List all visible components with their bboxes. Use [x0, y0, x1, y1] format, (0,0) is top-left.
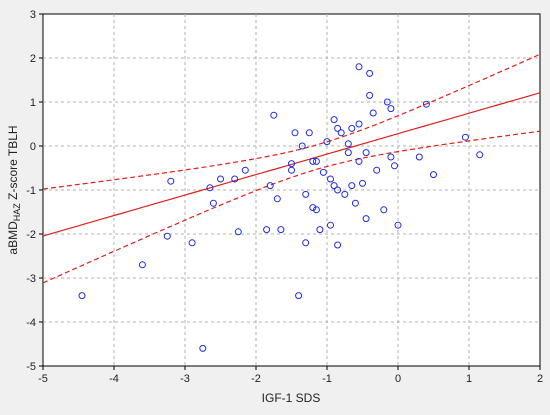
- data-point: [330, 116, 338, 124]
- data-point: [305, 129, 313, 137]
- data-point: [366, 91, 374, 99]
- data-point: [327, 221, 334, 229]
- data-point: [415, 153, 423, 161]
- data-point: [302, 239, 310, 247]
- data-point: [78, 292, 86, 300]
- data-point: [323, 138, 331, 146]
- data-point: [334, 241, 342, 249]
- data-point: [422, 100, 430, 108]
- data-point: [167, 177, 175, 185]
- x-tick-label: -5: [38, 373, 48, 385]
- data-point: [369, 109, 377, 117]
- data-point: [270, 111, 278, 119]
- data-point: [373, 166, 381, 174]
- data-point: [337, 129, 345, 137]
- data-point: [288, 166, 295, 174]
- y-tick-label: 3: [30, 9, 36, 21]
- data-points: [78, 63, 484, 352]
- data-point: [394, 221, 402, 229]
- data-point: [288, 160, 295, 168]
- data-point: [302, 190, 310, 198]
- data-point: [330, 182, 338, 190]
- data-point: [266, 182, 274, 190]
- data-point: [217, 175, 224, 183]
- data-point: [263, 226, 271, 234]
- x-tick-label: -1: [322, 373, 332, 385]
- data-point: [341, 190, 349, 198]
- y-axis-label: aBMDHAZ Z-score TBLH: [6, 125, 22, 254]
- data-point: [348, 182, 356, 190]
- x-tick-label: 0: [395, 373, 401, 385]
- x-tick-label: 2: [537, 373, 543, 385]
- data-point: [327, 175, 334, 183]
- data-point: [387, 105, 395, 113]
- y-tick-label: 0: [30, 141, 36, 153]
- data-point: [387, 153, 395, 161]
- data-point: [334, 186, 342, 194]
- y-axis-label-rest: Z-score TBLH: [6, 125, 20, 203]
- data-point: [312, 157, 320, 165]
- data-point: [355, 120, 363, 128]
- data-point: [380, 206, 388, 214]
- data-point: [209, 199, 217, 207]
- data-point: [295, 292, 303, 300]
- y-tick-label: -3: [26, 273, 36, 285]
- axis-ticks: -5 -4 -3 -2 -1 0 1 2 -5 -4 -3 -2 -1 0 1 2 3: [26, 9, 543, 385]
- y-tick-label: -4: [26, 317, 36, 329]
- data-point: [316, 226, 324, 234]
- data-point: [206, 184, 214, 192]
- y-tick-label: -1: [26, 185, 36, 197]
- data-point: [391, 162, 398, 170]
- x-tick-label: -2: [251, 373, 261, 385]
- data-point: [312, 206, 320, 214]
- data-point: [199, 344, 207, 352]
- data-point: [138, 261, 146, 269]
- data-point: [355, 157, 363, 165]
- regression-layer: [43, 53, 540, 284]
- regression-line: [43, 92, 540, 237]
- data-point: [362, 215, 370, 223]
- y-axis-label-main: aBMD: [6, 221, 20, 255]
- y-tick-label: -5: [26, 361, 36, 373]
- confidence-upper-line: [43, 53, 540, 190]
- data-point: [344, 140, 352, 148]
- data-point: [298, 142, 306, 150]
- data-point: [355, 63, 363, 71]
- data-point: [366, 69, 374, 77]
- x-tick-label: -4: [109, 373, 119, 385]
- x-axis-label: IGF-1 SDS: [262, 391, 321, 405]
- y-axis-label-subscript: HAZ: [12, 203, 22, 222]
- data-point: [309, 157, 317, 165]
- data-point: [461, 133, 469, 141]
- data-point: [241, 166, 249, 174]
- data-point: [362, 149, 370, 157]
- x-tick-label: 1: [466, 373, 472, 385]
- x-tick-label: -3: [180, 373, 190, 385]
- data-point: [163, 232, 171, 240]
- data-point: [273, 195, 281, 203]
- data-point: [291, 129, 299, 137]
- data-point: [344, 149, 352, 157]
- data-point: [430, 171, 437, 179]
- data-point: [234, 228, 242, 236]
- y-tick-label: -2: [26, 229, 36, 241]
- y-tick-label: 2: [30, 53, 36, 65]
- y-tick-label: 1: [30, 97, 36, 109]
- data-point: [319, 168, 327, 176]
- data-point: [383, 98, 391, 106]
- data-point: [359, 179, 366, 187]
- data-point: [348, 124, 356, 132]
- data-point: [476, 151, 484, 159]
- data-point: [351, 199, 359, 207]
- data-point: [188, 239, 196, 247]
- data-point: [277, 226, 285, 234]
- data-point: [334, 124, 342, 132]
- data-point: [231, 175, 239, 183]
- data-point: [309, 204, 317, 212]
- confidence-lower-line: [43, 130, 540, 284]
